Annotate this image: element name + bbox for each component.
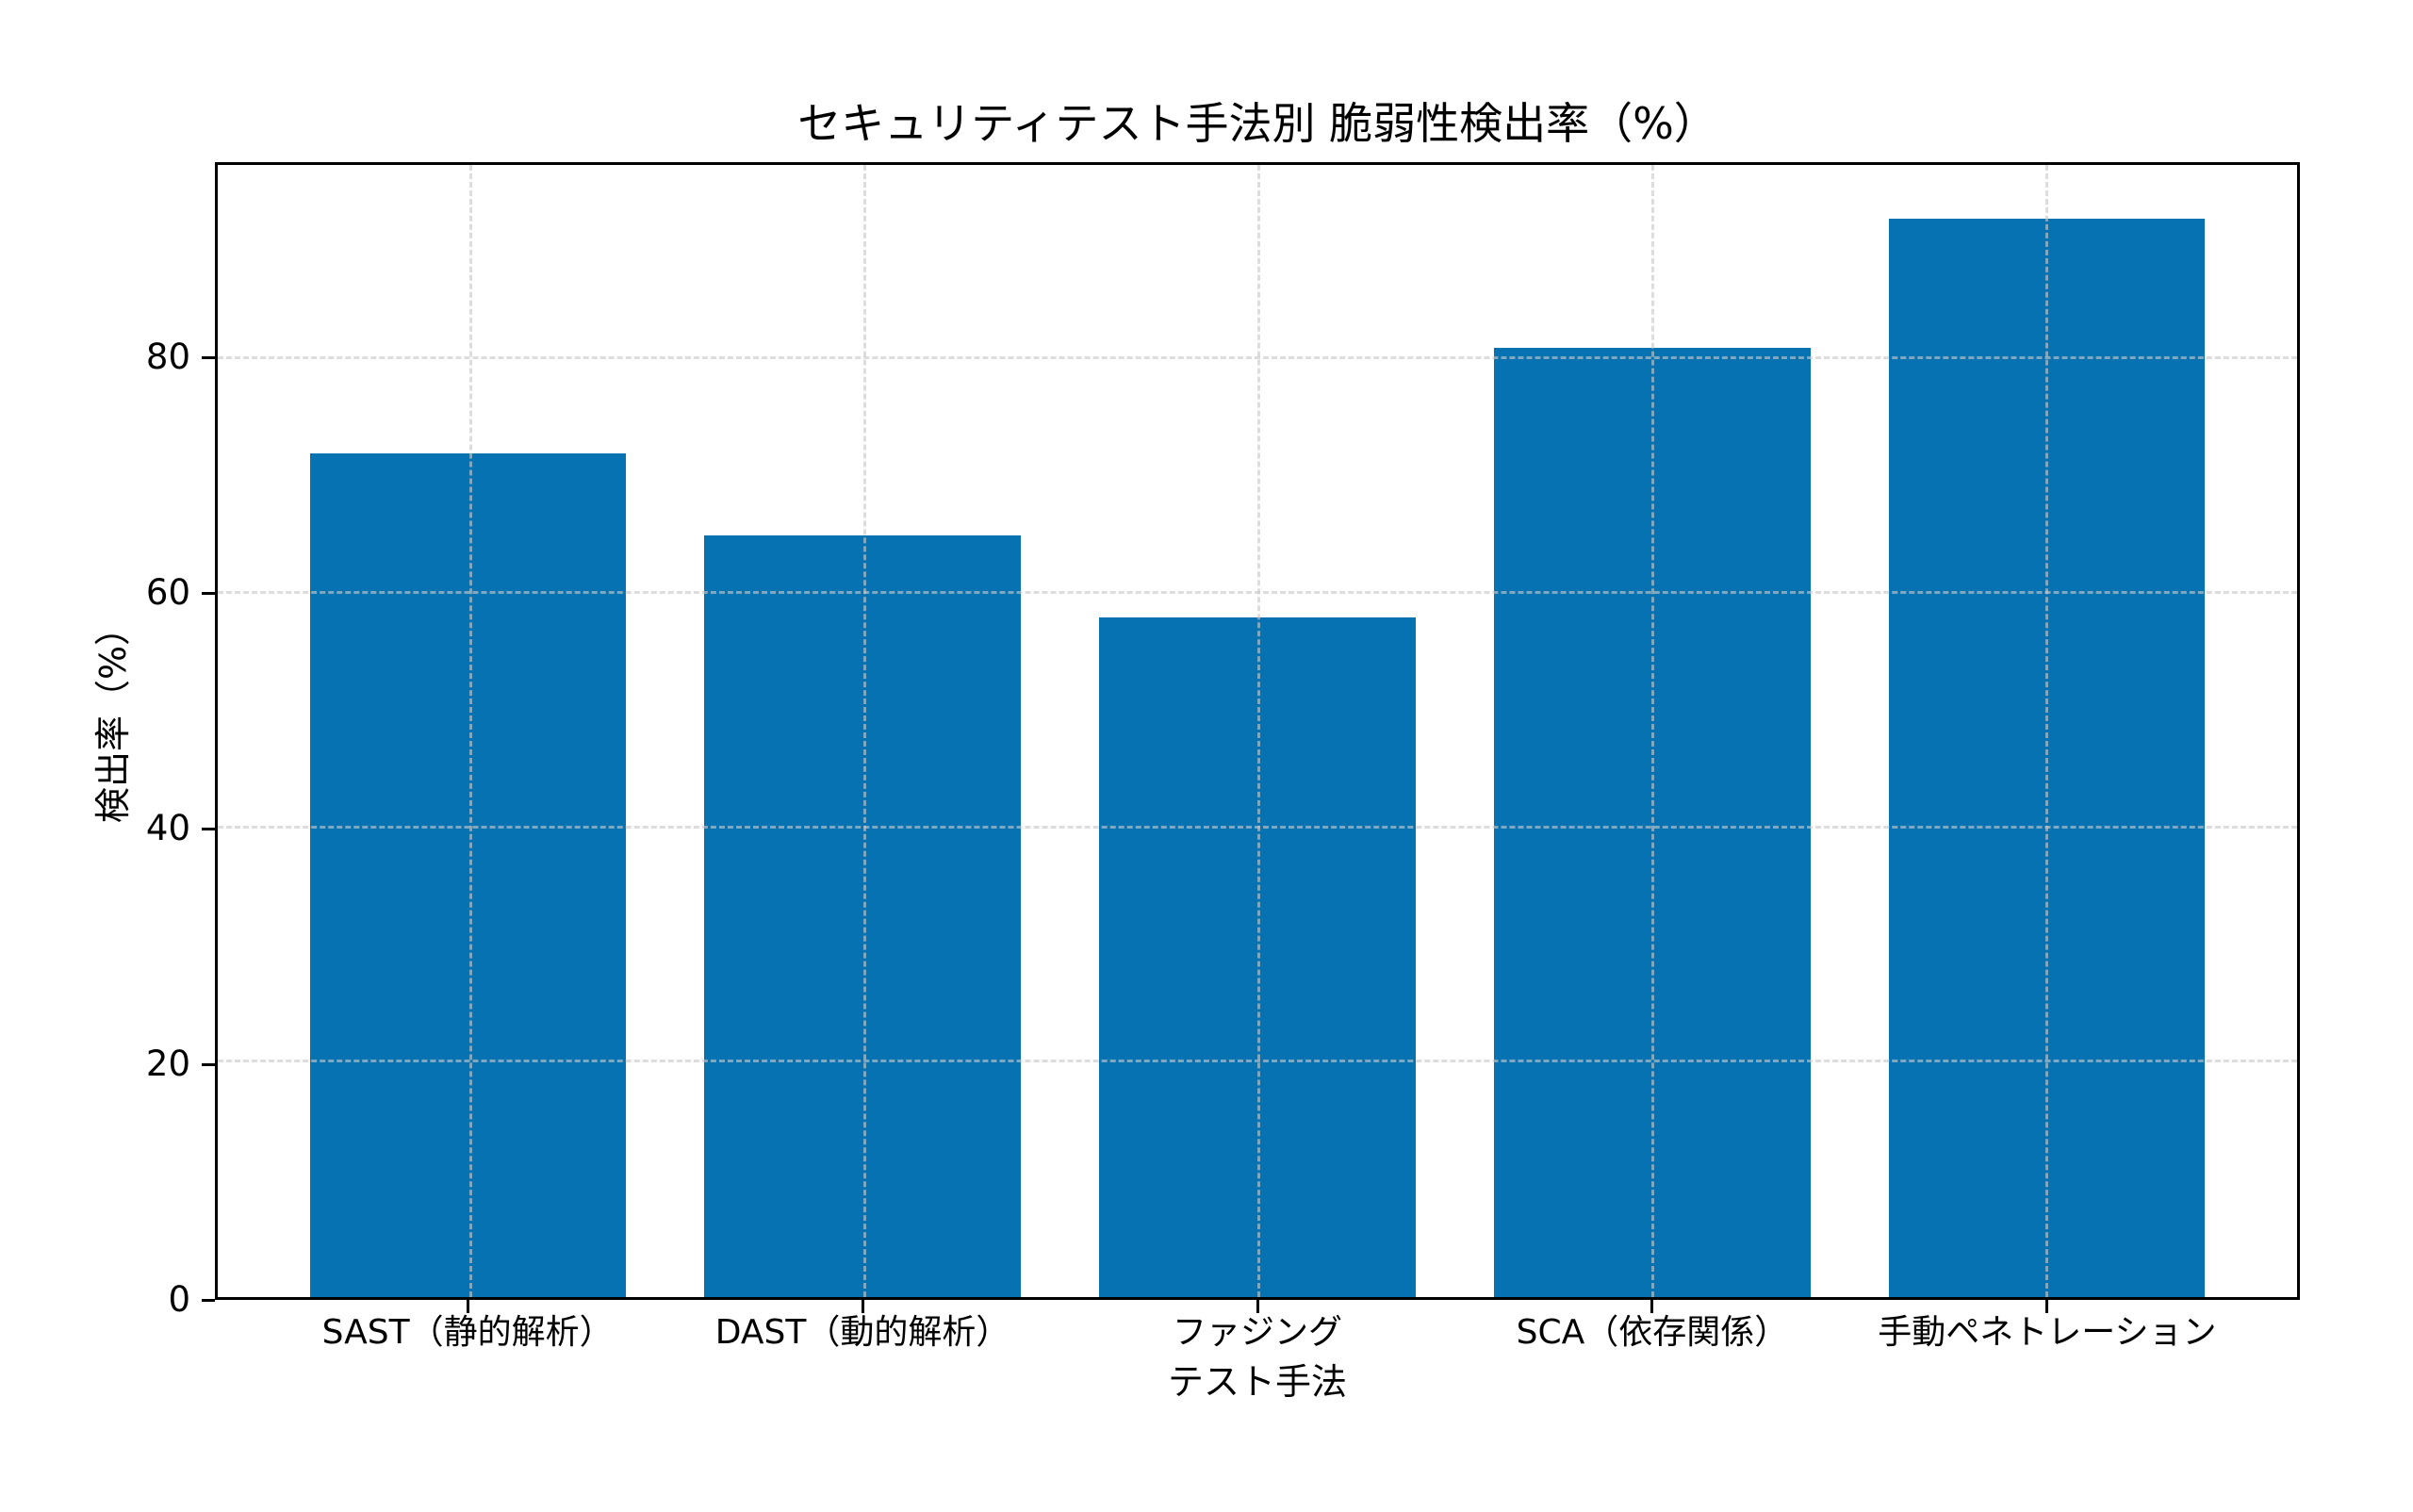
v-gridline	[2044, 165, 2048, 1297]
y-tick-mark	[202, 591, 215, 595]
y-axis-label: 検出率（%）	[92, 609, 134, 824]
v-gridline	[469, 165, 473, 1297]
x-tick-mark	[1650, 1300, 1654, 1313]
y-tick-label: 60	[145, 572, 190, 614]
x-tick-mark	[1256, 1300, 1259, 1313]
x-tick-label: SAST（静的解析）	[321, 1313, 614, 1352]
y-tick-label: 80	[145, 337, 190, 378]
v-gridline	[1650, 165, 1654, 1297]
y-tick-label: 20	[145, 1044, 190, 1085]
plot-area	[215, 162, 2300, 1300]
y-tick-mark	[202, 1298, 215, 1302]
x-tick-label: SCA（依存関係）	[1516, 1313, 1789, 1352]
x-axis-label: テスト手法	[1167, 1361, 1347, 1403]
x-tick-mark	[466, 1300, 469, 1313]
x-tick-mark	[2045, 1300, 2049, 1313]
bar	[309, 452, 626, 1297]
v-gridline	[1257, 165, 1260, 1297]
x-tick-mark	[861, 1300, 864, 1313]
bar	[704, 534, 1021, 1297]
y-tick-mark	[202, 355, 215, 359]
x-tick-label: DAST（動的解析）	[714, 1313, 1010, 1352]
chart-title: セキュリティテスト手法別 脆弱性検出率（%）	[797, 98, 1717, 149]
x-tick-label: 手動ペネトレーション	[1878, 1313, 2217, 1352]
bar	[1099, 616, 1416, 1297]
y-tick-label: 40	[145, 808, 190, 849]
y-tick-label: 0	[168, 1279, 190, 1320]
y-tick-mark	[202, 827, 215, 830]
y-tick-mark	[202, 1062, 215, 1066]
v-gridline	[863, 165, 867, 1297]
x-tick-label: ファジング	[1172, 1313, 1342, 1352]
